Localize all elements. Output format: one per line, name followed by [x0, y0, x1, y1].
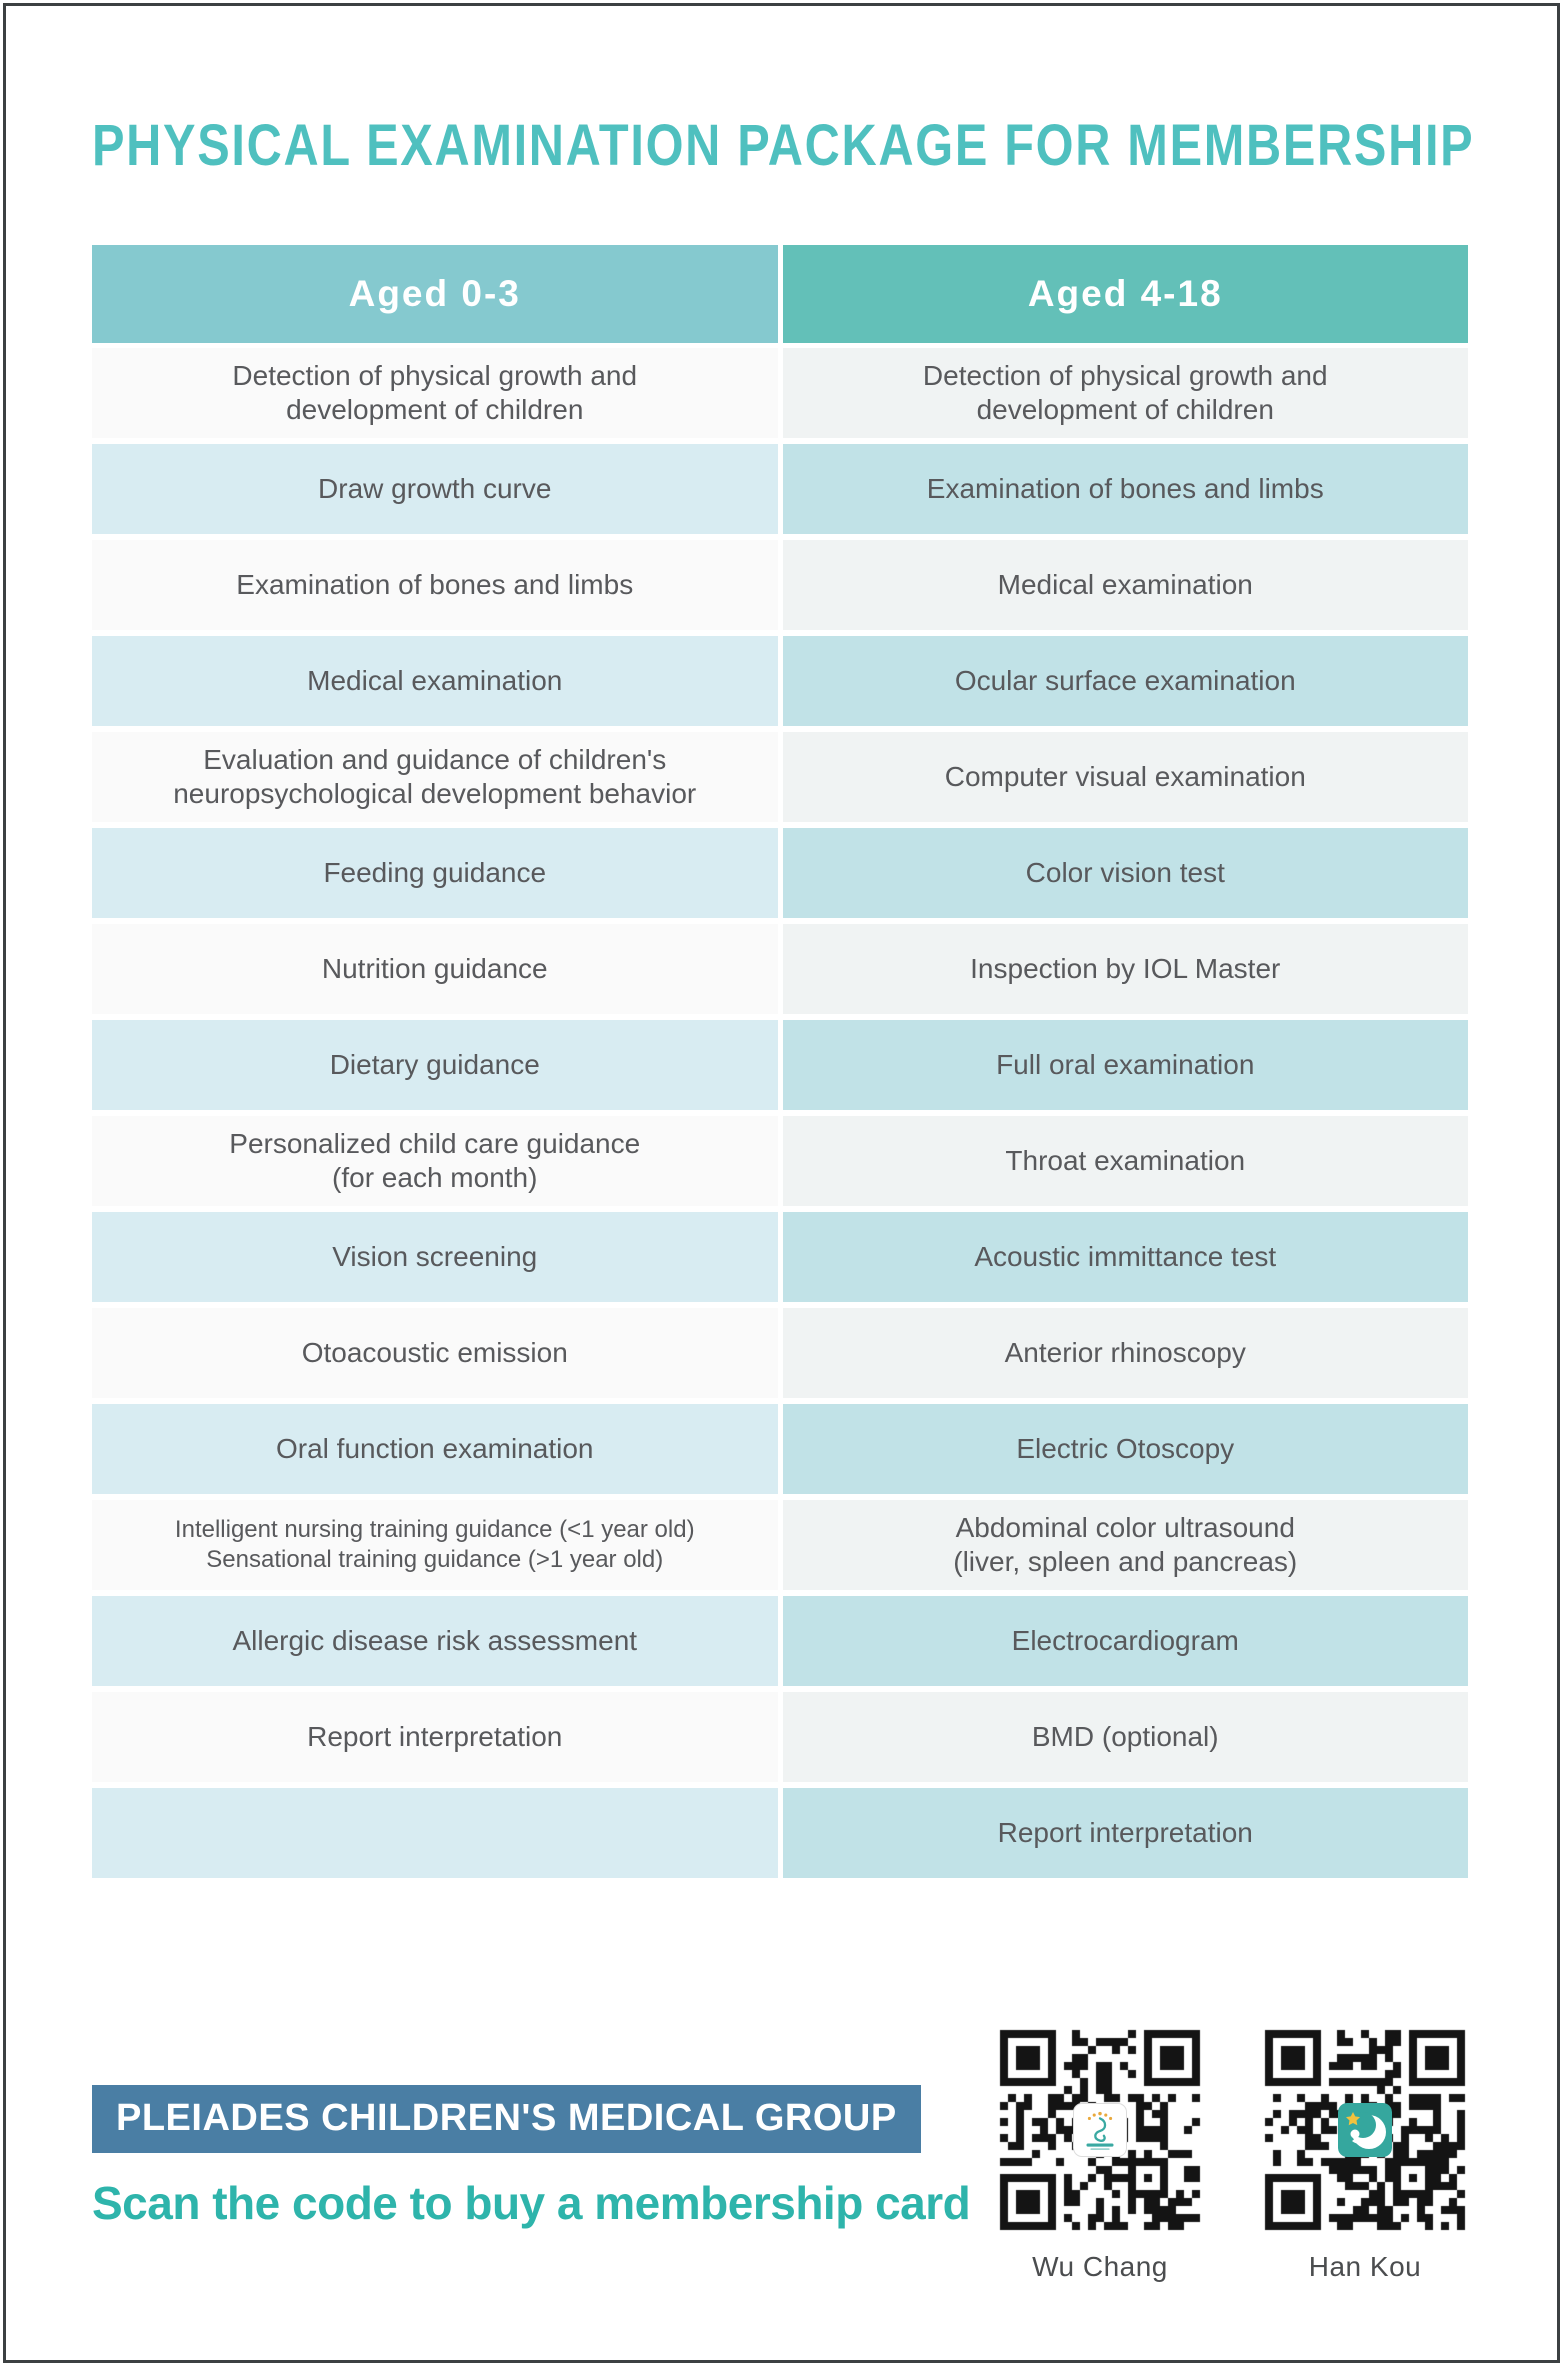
table-row: Report interpretation BMD (optional) [92, 1692, 1468, 1782]
table-row: Report interpretation [92, 1788, 1468, 1878]
table-cell-left: Otoacoustic emission [92, 1308, 778, 1398]
table-row: Dietary guidance Full oral examination [92, 1020, 1468, 1110]
table-cell-left: Detection of physical growth and developm… [92, 348, 778, 438]
table-cell-left: Medical examination [92, 636, 778, 726]
table-cell-right: Throat examination [782, 1116, 1468, 1206]
qr-code-wu-chang [995, 2025, 1205, 2235]
table-row: Intelligent nursing training guidance (<… [92, 1500, 1468, 1590]
page-title: PHYSICAL EXAMINATION PACKAGE FOR MEMBERS… [92, 113, 1475, 178]
table-cell-left: Nutrition guidance [92, 924, 778, 1014]
table-cell-right: Detection of physical growth and developm… [782, 348, 1468, 438]
moon-child-logo-icon [1338, 2103, 1392, 2157]
table-row: Oral function examination Electric Otosc… [92, 1404, 1468, 1494]
scan-code-call-to-action: Scan the code to buy a membership card [92, 2177, 971, 2229]
table-row: Evaluation and guidance of children's neu… [92, 732, 1468, 822]
qr-code-han-kou [1260, 2025, 1470, 2235]
table-cell-left: Examination of bones and limbs [92, 540, 778, 630]
table-row: Personalized child care guidance (for eac… [92, 1116, 1468, 1206]
table-cell-right: Report interpretation [782, 1788, 1468, 1878]
table-header-row: Aged 0-3 Aged 4-18 [92, 245, 1468, 343]
table-row: Draw growth curve Examination of bones a… [92, 444, 1468, 534]
table-row: Medical examination Ocular surface exami… [92, 636, 1468, 726]
qr-block-han-kou: Han Kou [1260, 2025, 1470, 2283]
table-cell-right: Anterior rhinoscopy [782, 1308, 1468, 1398]
organization-banner: PLEIADES CHILDREN'S MEDICAL GROUP [92, 2085, 921, 2153]
table-cell-right: Medical examination [782, 540, 1468, 630]
qr-label-han-kou: Han Kou [1308, 2251, 1422, 2282]
hospital-logo-icon [1073, 2103, 1127, 2157]
table-cell-right: Electric Otoscopy [782, 1404, 1468, 1494]
table-cell-left-empty [92, 1788, 778, 1878]
table-row: Detection of physical growth and developm… [92, 348, 1468, 438]
table-cell-left: Dietary guidance [92, 1020, 778, 1110]
table-row: Allergic disease risk assessment Electro… [92, 1596, 1468, 1686]
table-cell-left: Evaluation and guidance of children's neu… [92, 732, 778, 822]
table-row: Vision screening Acoustic immittance tes… [92, 1212, 1468, 1302]
table-cell-right: Acoustic immittance test [782, 1212, 1468, 1302]
table-row: Feeding guidance Color vision test [92, 828, 1468, 918]
qr-code-group: Wu Chang Han Kou [995, 2025, 1470, 2283]
table-cell-left: Personalized child care guidance (for eac… [92, 1116, 778, 1206]
table-cell-right: Computer visual examination [782, 732, 1468, 822]
table-cell-left: Draw growth curve [92, 444, 778, 534]
table-cell-left: Feeding guidance [92, 828, 778, 918]
table-cell-right: Full oral examination [782, 1020, 1468, 1110]
table-cell-left: Vision screening [92, 1212, 778, 1302]
table-cell-right: Abdominal color ultrasound (liver, spleen… [782, 1500, 1468, 1590]
table-cell-left: Oral function examination [92, 1404, 778, 1494]
table-row: Nutrition guidance Inspection by IOL Mas… [92, 924, 1468, 1014]
qr-block-wu-chang: Wu Chang [995, 2025, 1205, 2283]
examination-package-table: Aged 0-3 Aged 4-18 Detection of physical… [92, 245, 1468, 1878]
table-cell-left: Report interpretation [92, 1692, 778, 1782]
table-cell-right: Ocular surface examination [782, 636, 1468, 726]
column-header-aged-4-18: Aged 4-18 [782, 245, 1468, 343]
table-cell-right: Electrocardiogram [782, 1596, 1468, 1686]
qr-label-wu-chang: Wu Chang [1032, 2251, 1168, 2282]
table-cell-right: BMD (optional) [782, 1692, 1468, 1782]
table-cell-right: Color vision test [782, 828, 1468, 918]
table-row: Otoacoustic emission Anterior rhinoscopy [92, 1308, 1468, 1398]
table-cell-right: Examination of bones and limbs [782, 444, 1468, 534]
table-cell-right: Inspection by IOL Master [782, 924, 1468, 1014]
table-cell-left: Intelligent nursing training guidance (<… [92, 1500, 778, 1590]
table-cell-left: Allergic disease risk assessment [92, 1596, 778, 1686]
table-row: Examination of bones and limbs Medical e… [92, 540, 1468, 630]
column-header-aged-0-3: Aged 0-3 [92, 245, 778, 343]
